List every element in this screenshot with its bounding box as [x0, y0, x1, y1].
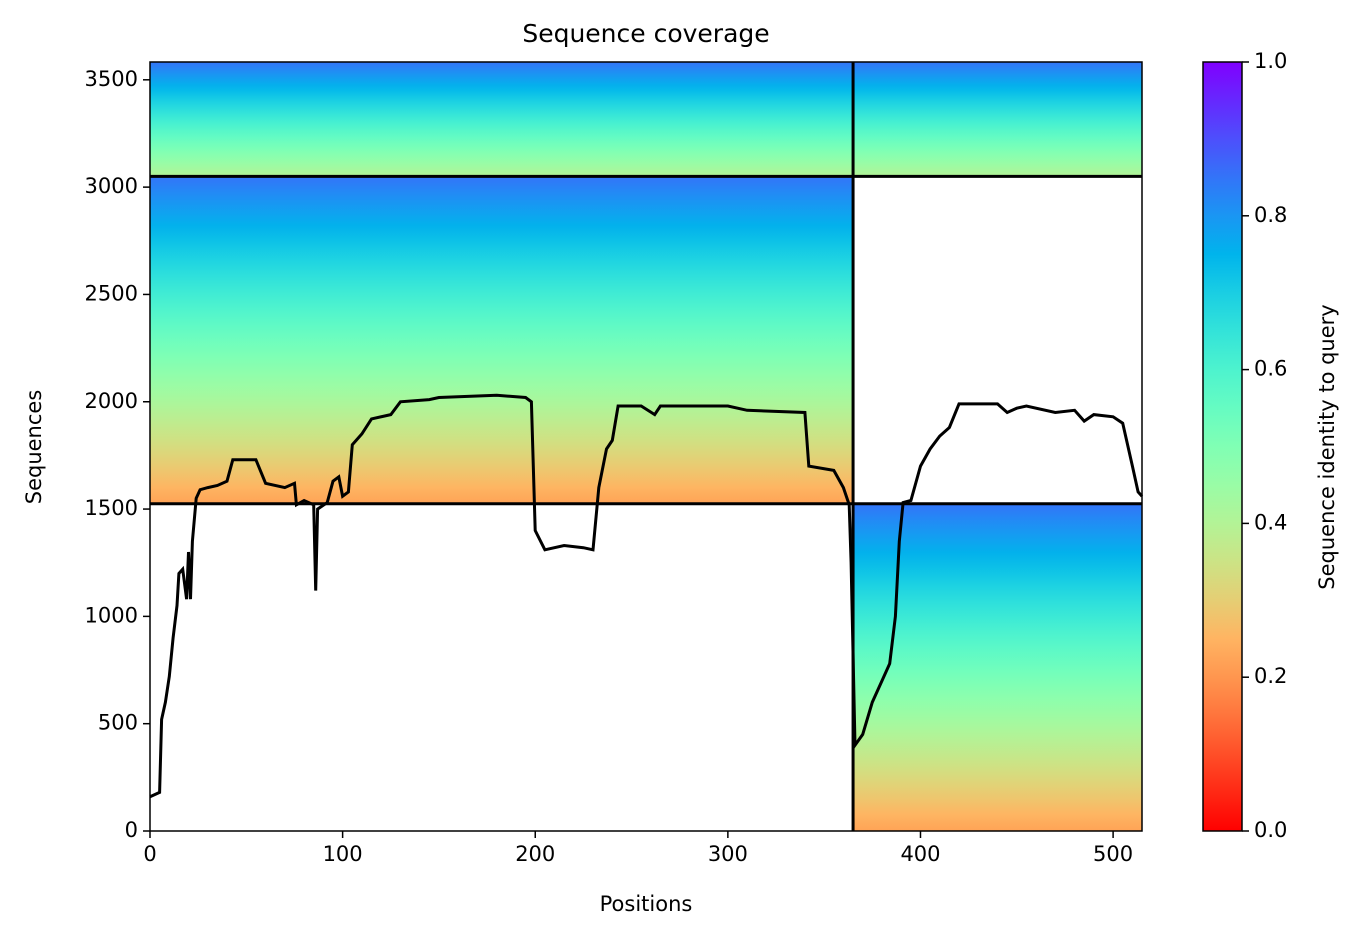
y-tick-label: 1500 — [85, 496, 138, 520]
chart-title: Sequence coverage — [522, 19, 769, 48]
x-axis-label: Positions — [600, 892, 693, 916]
y-tick-label: 3500 — [85, 67, 138, 91]
coverage-line — [149, 393, 1144, 799]
y-tick-label: 1000 — [85, 603, 138, 627]
coverage-block — [150, 62, 854, 177]
coverage-block — [853, 62, 1142, 177]
colorbar-label: Sequence identity to query — [1315, 304, 1339, 589]
colorbar — [1202, 61, 1243, 832]
y-tick-label: 500 — [98, 711, 138, 735]
colorbar-tick-label: 0.0 — [1254, 818, 1287, 842]
y-axis-label: Sequences — [22, 390, 46, 505]
y-tick-label: 3000 — [85, 174, 138, 198]
colorbar-tick-label: 0.4 — [1254, 510, 1287, 534]
y-tick-label: 2000 — [85, 389, 138, 413]
colorbar-tick-label: 0.2 — [1254, 664, 1287, 688]
y-tick-label: 0 — [125, 818, 138, 842]
coverage-block — [853, 503, 1142, 831]
x-tick-label: 200 — [515, 842, 555, 866]
colorbar-tick-label: 1.0 — [1254, 49, 1287, 73]
x-tick-label: 500 — [1093, 842, 1133, 866]
x-tick-label: 100 — [323, 842, 363, 866]
plot-frame — [149, 61, 1143, 832]
y-tick-label: 2500 — [85, 281, 138, 305]
x-tick-label: 0 — [143, 842, 156, 866]
x-tick-label: 300 — [708, 842, 748, 866]
colorbar-tick-label: 0.8 — [1254, 203, 1287, 227]
coverage-block — [150, 176, 854, 504]
colorbar-tick-label: 0.6 — [1254, 357, 1287, 381]
x-tick-label: 400 — [900, 842, 940, 866]
